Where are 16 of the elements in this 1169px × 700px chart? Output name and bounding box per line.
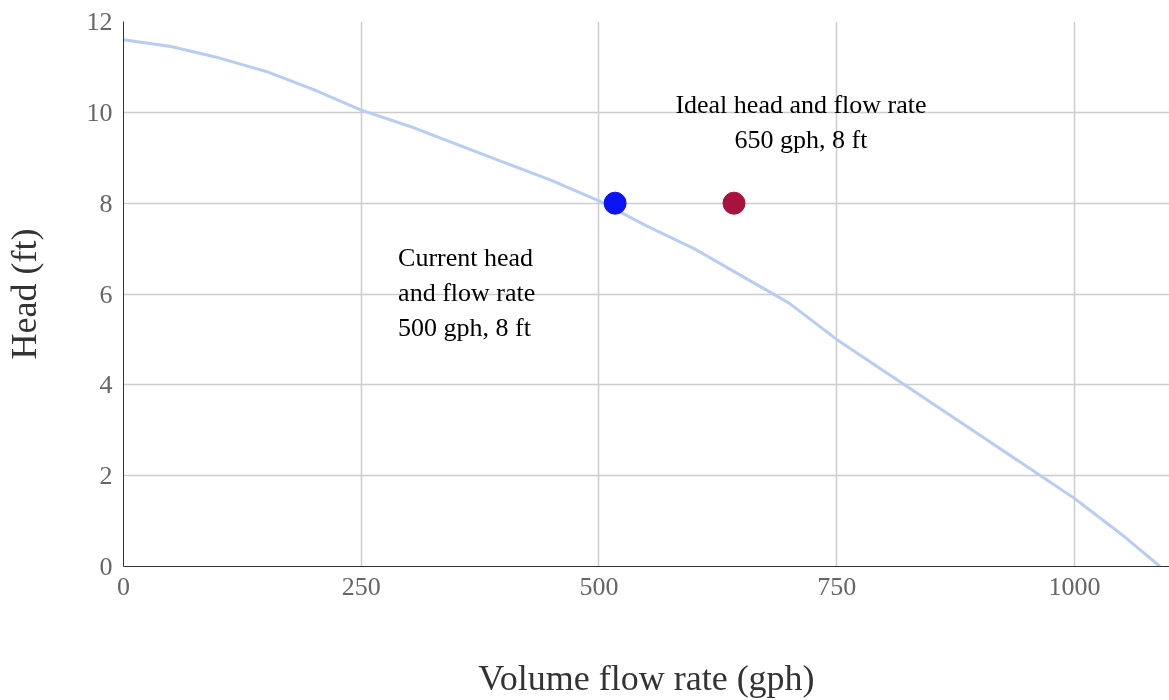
- x-tick-label: 1000: [1048, 571, 1101, 601]
- x-axis-title: Volume flow rate (gph): [478, 657, 815, 698]
- x-tick-label: 750: [817, 571, 857, 601]
- y-tick-label: 10: [86, 97, 113, 127]
- y-axis-title: Head (ft): [3, 228, 44, 360]
- y-tick-label: 6: [99, 279, 113, 309]
- y-tick-label: 8: [99, 188, 113, 218]
- y-tick-label: 2: [99, 461, 113, 491]
- line-series: [123, 38, 1162, 567]
- x-tick-label: 500: [579, 571, 619, 601]
- y-tick-label: 12: [86, 7, 113, 36]
- annotation: Ideal head and flow rate 650 gph, 8 ft: [675, 90, 927, 155]
- y-tick-label: 0: [99, 552, 113, 581]
- annotation: Current head and flow rate 500 gph, 8 ft: [398, 243, 536, 342]
- x-tick-label: 250: [341, 571, 381, 601]
- y-tick-label: 4: [99, 370, 113, 400]
